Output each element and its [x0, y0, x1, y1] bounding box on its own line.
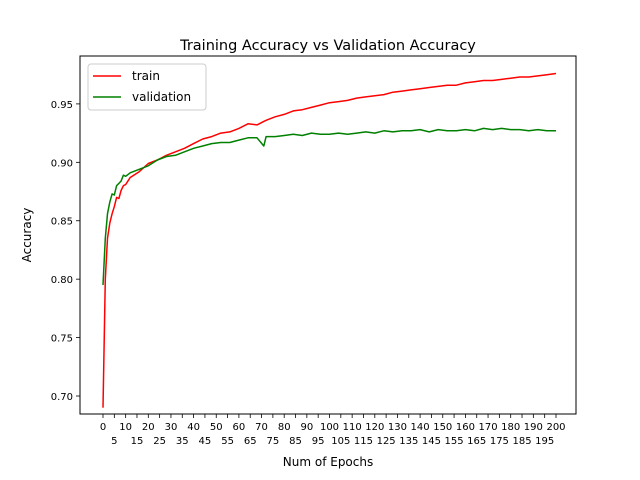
x-tick-label: 125: [377, 436, 396, 447]
x-tick-label: 150: [433, 422, 452, 433]
x-tick-label: 85: [289, 436, 302, 447]
x-tick-label: 120: [365, 422, 384, 433]
x-tick-label: 90: [300, 422, 313, 433]
x-tick-label: 70: [255, 422, 268, 433]
x-tick-label: 60: [233, 422, 246, 433]
x-tick-label: 55: [221, 436, 234, 447]
series-line-validation: [102, 127, 556, 286]
series-line-train: [102, 72, 557, 408]
x-tick-label: 30: [165, 422, 178, 433]
legend-label-validation: validation: [132, 90, 191, 104]
y-tick-label: 0.90: [51, 158, 73, 169]
y-tick-label: 0.95: [51, 100, 73, 111]
x-tick-label: 175: [490, 436, 509, 447]
x-tick-label: 35: [176, 436, 189, 447]
x-tick-label: 180: [501, 422, 520, 433]
x-tick-label: 105: [331, 436, 350, 447]
x-tick-label: 155: [445, 436, 464, 447]
x-tick-label: 200: [546, 422, 565, 433]
x-tick-label: 40: [187, 422, 200, 433]
x-tick-label: 50: [210, 422, 223, 433]
x-tick-label: 5: [111, 436, 117, 447]
x-tick-label: 145: [422, 436, 441, 447]
x-axis-label: Num of Epochs: [283, 455, 373, 469]
y-tick-label: 0.80: [51, 275, 73, 286]
x-tick-label: 165: [467, 436, 486, 447]
x-tick-label: 45: [199, 436, 212, 447]
y-tick-label: 0.70: [51, 392, 73, 403]
x-tick-label: 100: [320, 422, 339, 433]
x-tick-label: 65: [244, 436, 257, 447]
x-tick-label: 130: [388, 422, 407, 433]
x-tick-label: 140: [411, 422, 430, 433]
x-tick-label: 170: [479, 422, 498, 433]
x-tick-label: 10: [119, 422, 132, 433]
x-tick-label: 15: [131, 436, 144, 447]
chart-title: Training Accuracy vs Validation Accuracy: [179, 38, 476, 54]
plot-frame: [79, 55, 577, 415]
y-axis-label: Accuracy: [20, 208, 34, 263]
x-tick-label: 115: [354, 436, 373, 447]
x-tick-label: 0: [100, 422, 106, 433]
x-tick-label: 185: [512, 436, 531, 447]
x-tick-label: 190: [524, 422, 543, 433]
y-tick-label: 0.75: [51, 334, 73, 345]
legend-label-train: train: [132, 69, 160, 83]
x-tick-label: 80: [278, 422, 291, 433]
y-tick-label: 0.85: [51, 217, 73, 228]
x-tick-label: 25: [153, 436, 166, 447]
x-tick-label: 110: [343, 422, 362, 433]
x-tick-label: 75: [267, 436, 280, 447]
x-tick-label: 135: [399, 436, 418, 447]
x-tick-label: 195: [535, 436, 554, 447]
x-tick-label: 95: [312, 436, 325, 447]
x-tick-label: 20: [142, 422, 155, 433]
x-tick-label: 160: [456, 422, 475, 433]
